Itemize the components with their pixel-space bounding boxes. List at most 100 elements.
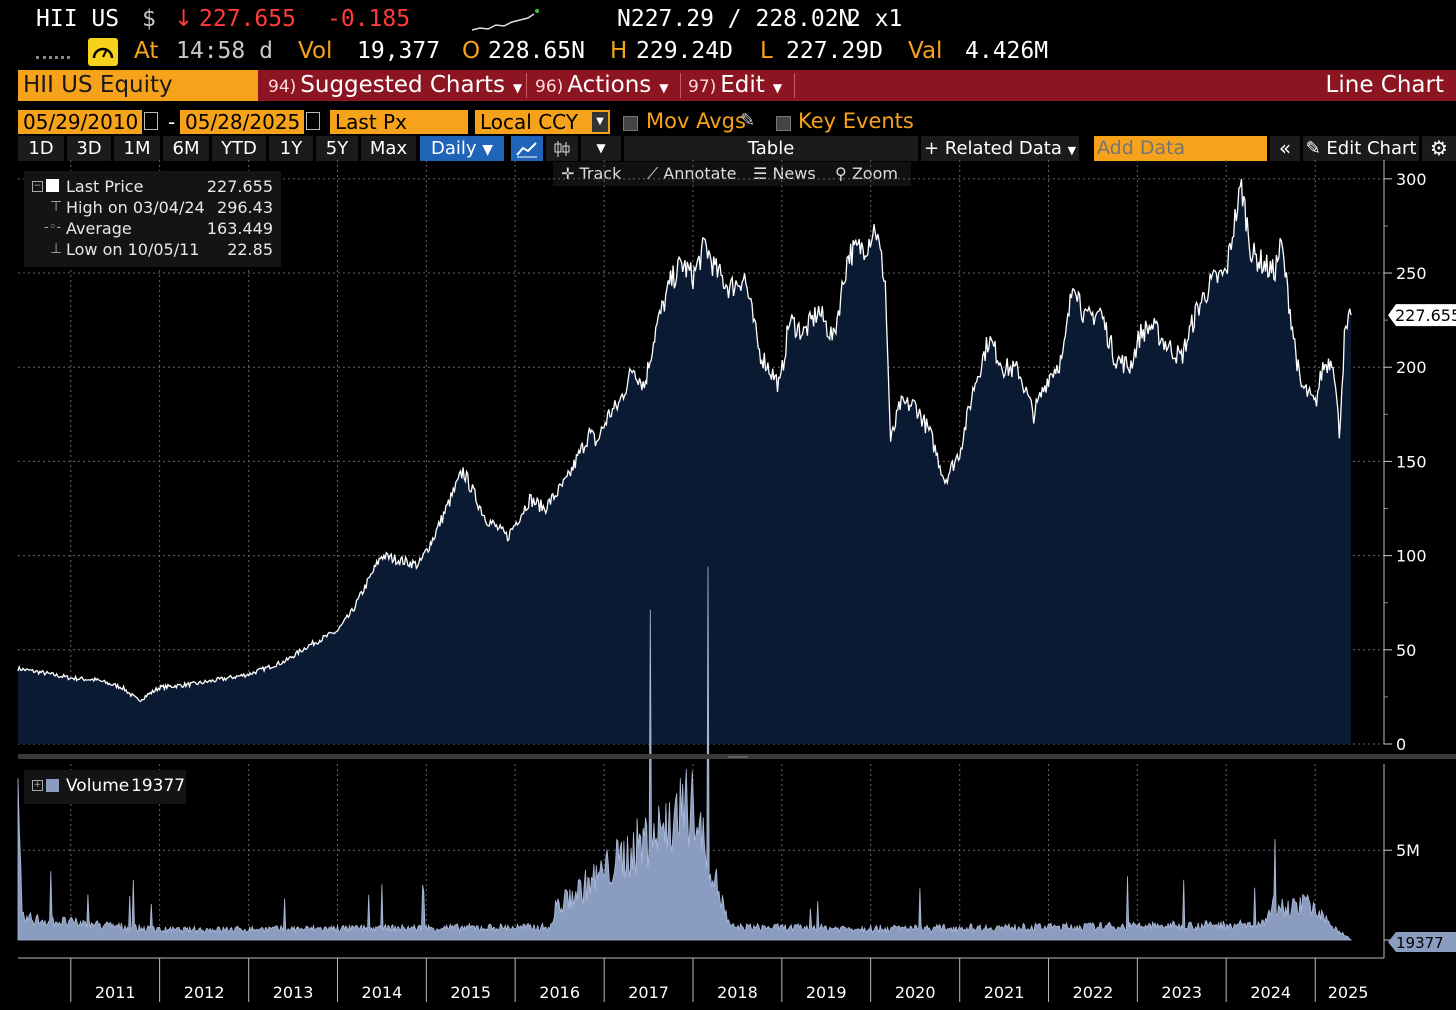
volume-legend-label: Volume xyxy=(66,776,130,796)
news-tool[interactable]: ☰ News xyxy=(753,162,816,186)
open-value: 228.65N xyxy=(488,38,585,64)
edit-label: Edit xyxy=(720,72,765,98)
period-1m[interactable]: 1M xyxy=(114,136,160,161)
x-tick-label: 2025 xyxy=(1328,983,1369,1002)
legend-last-label: Last Price xyxy=(66,177,144,196)
annotate-tool[interactable]: ⟋ Annotate xyxy=(647,162,737,186)
news-icon: ☰ xyxy=(753,164,768,183)
security-field[interactable]: HII US Equity xyxy=(18,70,258,101)
date-separator: - xyxy=(168,110,176,134)
y-tick-label: 0 xyxy=(1396,735,1406,754)
price-change: -0.185 xyxy=(327,6,411,32)
annotate-label: Annotate xyxy=(663,164,737,183)
end-date-field[interactable]: 05/28/2025 xyxy=(180,110,304,134)
period-ytd[interactable]: YTD xyxy=(212,136,266,161)
add-data-input[interactable] xyxy=(1094,136,1267,161)
period-6m[interactable]: 6M xyxy=(163,136,209,161)
mov-avgs-label: Mov Avgs xyxy=(646,109,746,133)
mov-avgs-checkbox[interactable] xyxy=(623,116,638,131)
candlestick-icon[interactable] xyxy=(546,136,578,161)
x-tick-label: 2024 xyxy=(1250,983,1291,1002)
legend-average-value: 163.449 xyxy=(206,219,273,238)
divider xyxy=(794,73,795,98)
period-1d[interactable]: 1D xyxy=(18,136,64,161)
edit-number: 97) xyxy=(688,77,717,97)
last-price-tag xyxy=(1388,304,1456,327)
last-price: 227.655 xyxy=(199,6,296,32)
average-marker-icon: -◦- xyxy=(44,220,62,235)
gauge-icon[interactable] xyxy=(88,38,118,66)
divider xyxy=(526,73,527,98)
edit-menu[interactable]: 97) Edit ▼ xyxy=(688,70,782,101)
plus-icon: + xyxy=(923,138,940,159)
y-tick-label: 300 xyxy=(1396,170,1427,189)
down-arrow-icon: ↓ xyxy=(174,6,194,32)
bid-ask: N227.29 / 228.02N xyxy=(617,6,853,32)
x-tick-label: 2016 xyxy=(539,983,580,1002)
x-tick-label: 2012 xyxy=(184,983,225,1002)
x-tick-label: 2011 xyxy=(95,983,136,1002)
x-tick-label: 2015 xyxy=(450,983,491,1002)
chevron-down-icon[interactable]: ▼ xyxy=(592,112,608,132)
volume-tag xyxy=(1388,932,1456,952)
collapse-box-icon[interactable]: − xyxy=(32,181,43,192)
x-tick-label: 2023 xyxy=(1161,983,1202,1002)
related-data-label: Related Data xyxy=(944,138,1062,159)
traded-value: 4.426M xyxy=(965,38,1049,64)
period-3d[interactable]: 3D xyxy=(67,136,111,161)
depth-dots-icon xyxy=(36,50,70,59)
calendar-icon[interactable] xyxy=(144,112,158,130)
start-date-field[interactable]: 05/29/2010 xyxy=(18,110,142,134)
actions-menu[interactable]: 96) Actions ▼ xyxy=(535,70,669,101)
high-label: H xyxy=(610,38,628,64)
volume-tag-label: 19377 xyxy=(1396,934,1444,952)
frequency-label: Daily xyxy=(430,138,477,159)
period-max[interactable]: Max xyxy=(361,136,416,161)
chart-type-label: Line Chart xyxy=(1325,72,1444,98)
currency-select[interactable]: Local CCY xyxy=(475,110,610,134)
related-data-button[interactable]: + Related Data ▼ xyxy=(921,136,1079,161)
calendar-icon[interactable] xyxy=(306,112,320,130)
table-button[interactable]: Table xyxy=(624,136,918,161)
x-tick-label: 2013 xyxy=(273,983,314,1002)
line-chart-icon[interactable] xyxy=(511,136,543,161)
pencil-icon[interactable]: ✎ xyxy=(740,110,756,131)
chevron-down-icon: ▼ xyxy=(772,81,783,95)
quote-time: 14:58 d xyxy=(176,38,273,64)
field-select[interactable]: Last Px xyxy=(330,110,468,134)
zoom-tool[interactable]: ⚲ Zoom xyxy=(835,162,898,186)
collapse-icon[interactable]: « xyxy=(1270,136,1300,161)
y-tick-label: 150 xyxy=(1396,452,1427,471)
track-tool[interactable]: ✛ Track xyxy=(561,162,621,186)
gear-icon[interactable]: ⚙ xyxy=(1422,136,1456,161)
key-events-checkbox[interactable] xyxy=(776,116,791,131)
frequency-select[interactable]: Daily ▼ xyxy=(420,136,504,161)
ticker-symbol[interactable]: HII US xyxy=(36,6,120,32)
volume-tick-label: 5M xyxy=(1396,841,1420,860)
x-tick-label: 2019 xyxy=(806,983,847,1002)
period-5y[interactable]: 5Y xyxy=(316,136,358,161)
expand-box-icon[interactable]: + xyxy=(32,780,43,791)
chevron-down-icon[interactable]: ▼ xyxy=(581,136,621,161)
bid-ask-size: 2 x1 xyxy=(847,6,903,32)
legend-high-label: High on 03/04/24 xyxy=(66,198,205,217)
open-label: O xyxy=(462,38,481,64)
period-toolbar: 1D 3D 1M 6M YTD 1Y 5Y Max Daily ▼ ▼ Tabl… xyxy=(18,136,1456,161)
volume-legend-value: 19377 xyxy=(131,776,186,796)
legend-high-value: 296.43 xyxy=(217,198,273,217)
price-line xyxy=(17,178,1352,703)
high-value: 229.24D xyxy=(636,38,733,64)
period-1y[interactable]: 1Y xyxy=(269,136,313,161)
volume-value: 19,377 xyxy=(357,38,441,64)
x-tick-label: 2022 xyxy=(1073,983,1114,1002)
chevron-down-icon: ▼ xyxy=(1067,144,1077,157)
volume-color-swatch xyxy=(46,779,59,792)
chart-toolbar: ✛ Track ⟋ Annotate ☰ News ⚲ Zoom xyxy=(553,162,911,186)
suggested-charts-menu[interactable]: 94) Suggested Charts ▼ xyxy=(268,70,522,101)
edit-chart-button[interactable]: ✎ Edit Chart xyxy=(1303,136,1419,161)
suggested-charts-label: Suggested Charts xyxy=(300,72,506,98)
series-color-swatch xyxy=(46,179,59,192)
last-price-tag-label: 227.655 xyxy=(1395,306,1456,325)
at-label: At xyxy=(134,38,159,64)
